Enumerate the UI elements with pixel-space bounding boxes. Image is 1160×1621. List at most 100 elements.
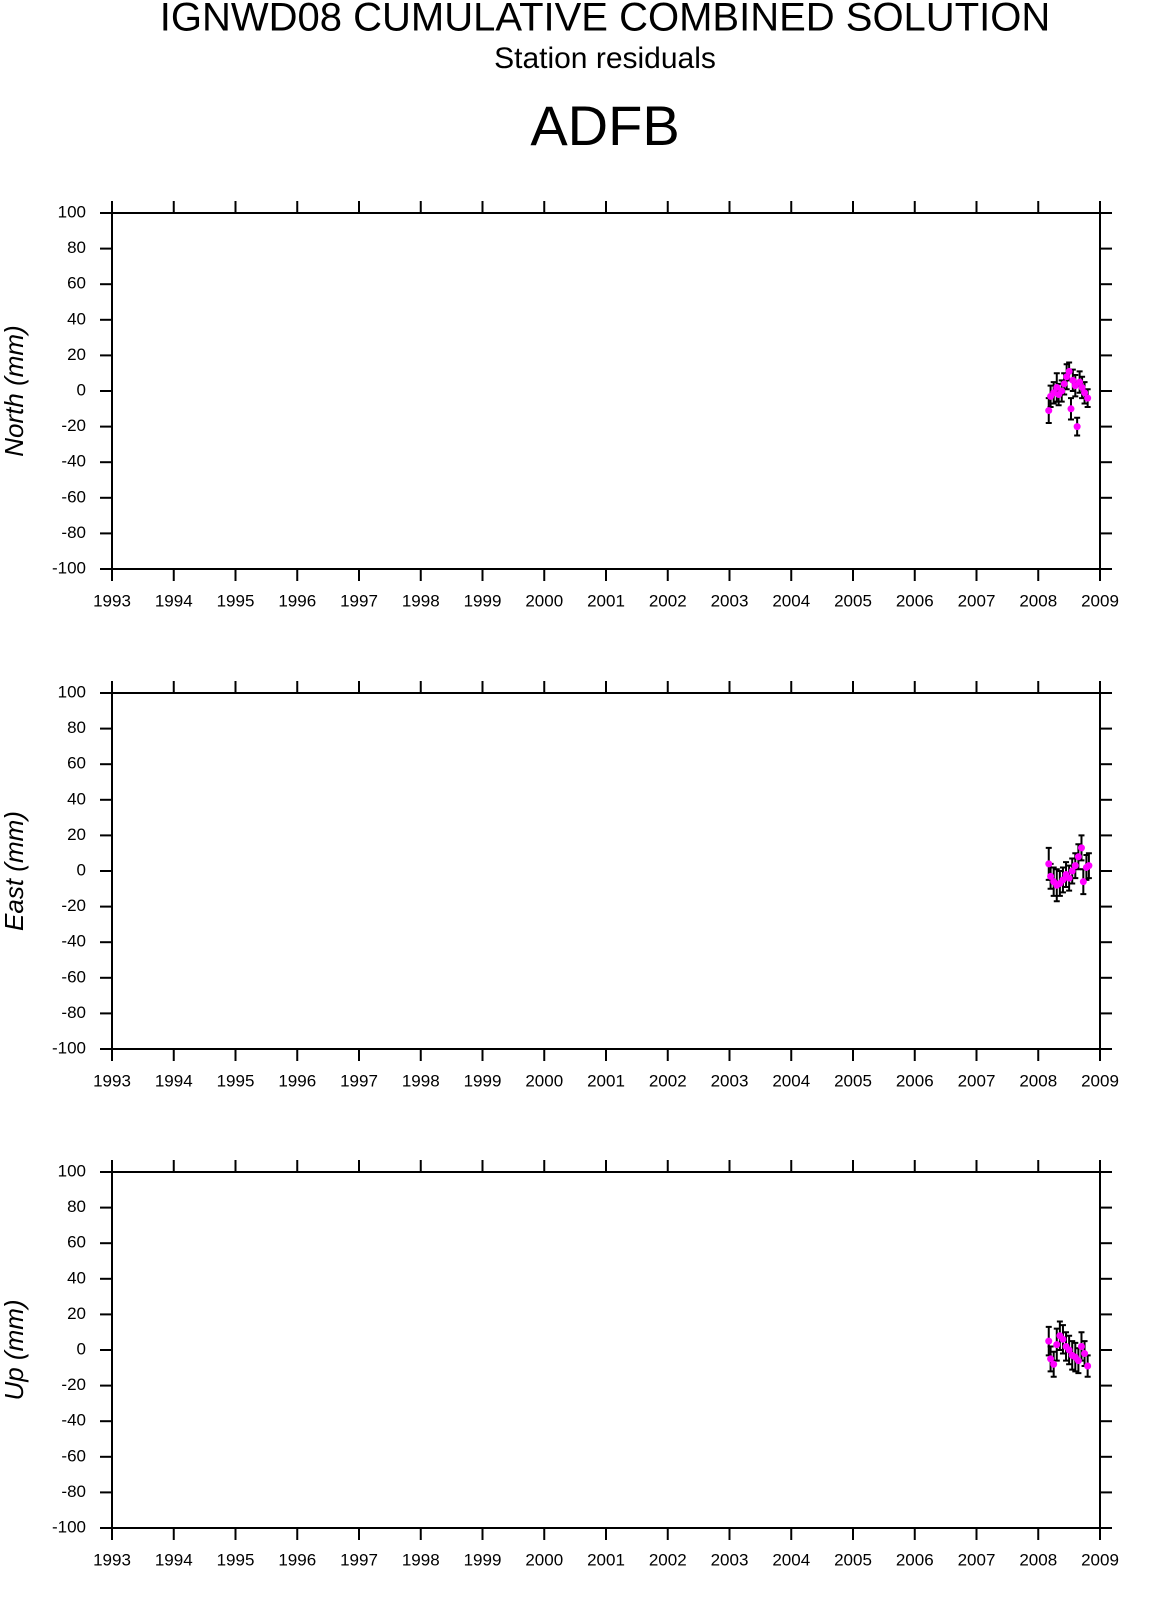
data-point — [1071, 862, 1079, 870]
data-point — [1084, 1362, 1092, 1370]
data-point — [1069, 376, 1077, 384]
y-tick-label: -40 — [61, 1411, 86, 1430]
x-tick-label: 2009 — [1081, 591, 1119, 610]
data-point — [1081, 1350, 1089, 1358]
x-tick-label: 1993 — [93, 591, 131, 610]
y-tick-label: 20 — [67, 1304, 86, 1323]
x-tick-label: 2008 — [1019, 591, 1057, 610]
data-point — [1047, 872, 1055, 880]
data-point — [1078, 383, 1086, 391]
x-tick-label: 2009 — [1081, 1550, 1119, 1569]
y-tick-label: 80 — [67, 1197, 86, 1216]
data-point — [1074, 1357, 1082, 1365]
x-tick-label: 1994 — [155, 1071, 193, 1090]
x-tick-label: 2007 — [958, 1550, 996, 1569]
x-tick-label: 2005 — [834, 591, 872, 610]
x-tick-label: 1995 — [217, 591, 255, 610]
data-point — [1050, 1360, 1058, 1368]
x-tick-label: 1998 — [402, 1550, 440, 1569]
x-tick-label: 2004 — [772, 1550, 810, 1569]
y-tick-label: -80 — [61, 523, 86, 542]
data-point — [1067, 405, 1075, 413]
data-point — [1053, 1341, 1061, 1349]
y-tick-label: -60 — [61, 487, 86, 506]
plot-frame — [111, 212, 1101, 570]
y-axis-label: East (mm) — [0, 811, 29, 931]
chart-title: IGNWD08 CUMULATIVE COMBINED SOLUTION — [160, 0, 1050, 40]
x-tick-label: 1998 — [402, 1071, 440, 1090]
x-tick-label: 2004 — [772, 591, 810, 610]
data-point — [1074, 853, 1082, 861]
plot-frame — [111, 692, 1101, 1050]
x-tick-label: 1999 — [464, 1071, 502, 1090]
chart-subtitle: Station residuals — [494, 42, 716, 75]
x-tick-label: 1993 — [93, 1550, 131, 1569]
data-point — [1047, 1355, 1055, 1363]
y-tick-label: -20 — [61, 1375, 86, 1394]
y-tick-label: 0 — [77, 860, 86, 879]
data-point — [1081, 389, 1089, 397]
x-tick-label: 2000 — [525, 591, 563, 610]
x-tick-label: 2007 — [958, 1071, 996, 1090]
station-name: ADFB — [530, 94, 679, 157]
x-tick-label: 1996 — [278, 1071, 316, 1090]
y-tick-label: -20 — [61, 416, 86, 435]
y-tick-label: -40 — [61, 932, 86, 951]
y-tick-label: -100 — [52, 1038, 86, 1057]
x-tick-label: 2003 — [711, 1071, 749, 1090]
data-point — [1077, 844, 1085, 852]
x-tick-label: 2004 — [772, 1071, 810, 1090]
y-tick-label: 80 — [67, 238, 86, 257]
x-tick-label: 2003 — [711, 1550, 749, 1569]
y-axis-label: North (mm) — [0, 325, 29, 456]
y-tick-label: 40 — [67, 789, 86, 808]
y-tick-label: 60 — [67, 754, 86, 773]
x-tick-label: 2006 — [896, 1550, 934, 1569]
x-tick-label: 1999 — [464, 591, 502, 610]
data-point — [1063, 373, 1071, 381]
x-tick-label: 2006 — [896, 1071, 934, 1090]
x-tick-label: 2001 — [587, 1550, 625, 1569]
data-point — [1065, 874, 1073, 882]
x-tick-label: 2009 — [1081, 1071, 1119, 1090]
data-point — [1085, 862, 1093, 870]
y-tick-label: -20 — [61, 896, 86, 915]
x-tick-label: 2000 — [525, 1071, 563, 1090]
y-tick-label: 60 — [67, 1233, 86, 1252]
data-point — [1079, 878, 1087, 886]
x-tick-label: 2001 — [587, 1071, 625, 1090]
x-tick-label: 2003 — [711, 591, 749, 610]
x-tick-label: 1995 — [217, 1550, 255, 1569]
x-tick-label: 1997 — [340, 591, 378, 610]
y-tick-label: 80 — [67, 718, 86, 737]
plot-frame — [111, 1171, 1101, 1529]
data-point — [1065, 367, 1073, 375]
y-tick-label: 100 — [58, 682, 86, 701]
data-point — [1045, 1337, 1053, 1345]
y-tick-label: 60 — [67, 274, 86, 293]
data-point — [1045, 407, 1053, 415]
y-tick-label: -100 — [52, 1517, 86, 1536]
x-tick-label: 1994 — [155, 1550, 193, 1569]
x-tick-label: 1993 — [93, 1071, 131, 1090]
y-tick-label: 40 — [67, 309, 86, 328]
x-tick-label: 2002 — [649, 591, 687, 610]
y-tick-label: -80 — [61, 1003, 86, 1022]
y-tick-label: 0 — [77, 1339, 86, 1358]
data-point — [1060, 380, 1068, 388]
x-tick-label: 1995 — [217, 1071, 255, 1090]
data-point — [1045, 860, 1053, 868]
x-tick-label: 1997 — [340, 1071, 378, 1090]
x-tick-label: 2005 — [834, 1550, 872, 1569]
data-point — [1065, 1346, 1073, 1354]
x-tick-label: 2007 — [958, 591, 996, 610]
data-point — [1059, 876, 1067, 884]
x-tick-label: 2008 — [1019, 1550, 1057, 1569]
x-tick-label: 1998 — [402, 591, 440, 610]
y-axis-label: Up (mm) — [0, 1299, 29, 1400]
x-tick-label: 1994 — [155, 591, 193, 610]
y-tick-label: 100 — [58, 1161, 86, 1180]
data-point — [1077, 1342, 1085, 1350]
